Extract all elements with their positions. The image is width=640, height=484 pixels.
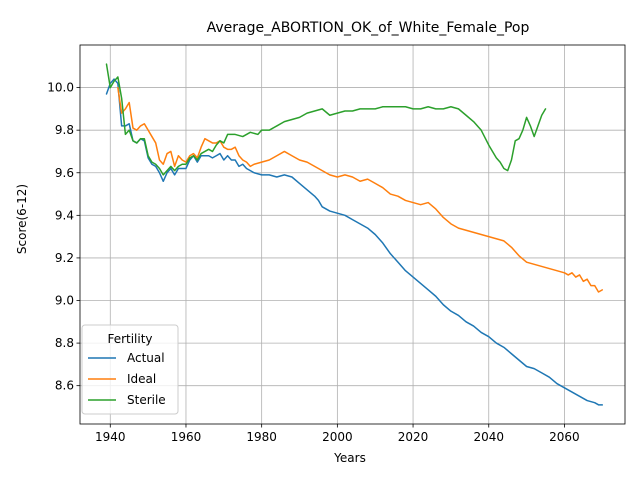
legend-box	[81, 324, 179, 415]
y-tick-label: 9.6	[55, 166, 74, 180]
legend-items: Actual Ideal Sterile	[88, 351, 166, 407]
legend-title: Fertility	[107, 332, 152, 346]
chart-title: Average_ABORTION_OK_of_White_Female_Pop	[207, 20, 530, 36]
y-tick-label: 9.2	[55, 251, 74, 265]
x-tick-label: 2000	[322, 430, 353, 444]
x-tick-label: 2060	[549, 430, 580, 444]
legend-label-actual: Actual	[127, 351, 165, 365]
series-lines	[105, 63, 604, 406]
legend: Fertility Actual Ideal Sterile	[81, 324, 179, 415]
y-tick-label: 8.8	[55, 336, 74, 350]
y-tick-label: 10.0	[47, 81, 74, 95]
x-tick-label: 1960	[171, 430, 202, 444]
plot-area-frame	[79, 44, 626, 425]
x-tick-label: 1940	[95, 430, 126, 444]
x-tick-label: 1980	[246, 430, 277, 444]
y-tick-label: 9.8	[55, 123, 74, 137]
y-tick-label: 9.4	[55, 208, 74, 222]
series-line-ideal	[117, 86, 604, 293]
y-tick-label: 9.0	[55, 294, 74, 308]
axis-ticks: 1940 1960 1980 2000 2020 2040 2060 8.6 8.8 9.0 9.2…	[47, 81, 579, 444]
y-axis-label: Score(6-12)	[15, 184, 29, 254]
x-axis-label: Years	[333, 451, 366, 465]
legend-label-ideal: Ideal	[127, 372, 156, 386]
y-tick-label: 8.6	[55, 379, 74, 393]
series-line-actual	[105, 78, 604, 406]
x-tick-label: 2020	[398, 430, 429, 444]
x-tick-label: 2040	[473, 430, 504, 444]
legend-label-sterile: Sterile	[127, 393, 166, 407]
series-line-sterile	[105, 63, 547, 176]
